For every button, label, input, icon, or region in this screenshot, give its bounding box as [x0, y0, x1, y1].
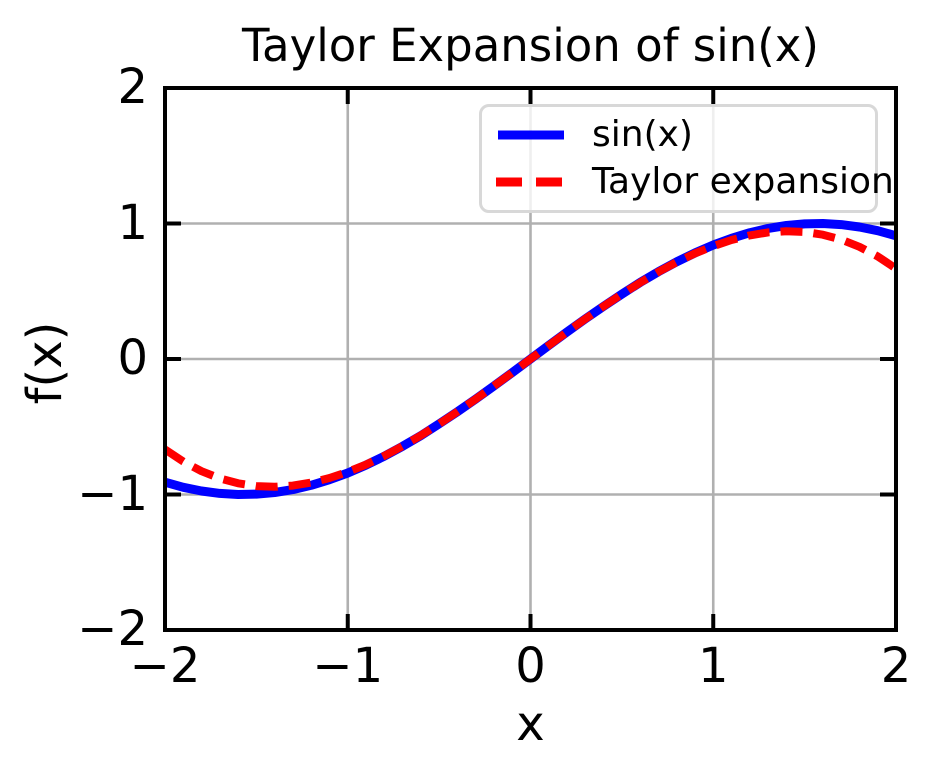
legend-label-taylor: Taylor expansion [592, 160, 894, 202]
legend-item-taylor: Taylor expansion [496, 162, 894, 202]
chart-title: Taylor Expansion of sin(x) [241, 19, 819, 72]
legend-label-sin: sin(x) [592, 114, 693, 156]
y-tick-label: −2 [77, 601, 148, 658]
y-axis-label: f(x) [17, 321, 73, 405]
y-tick-label: 1 [117, 194, 148, 251]
x-tick-label: 0 [515, 638, 546, 694]
x-axis-label: x [516, 696, 545, 752]
x-tick-label: −1 [312, 638, 384, 694]
x-tick-label: −2 [129, 638, 201, 694]
y-tick-label: −1 [77, 465, 148, 522]
x-tick-label: 1 [697, 638, 729, 694]
legend-dashed-line-icon [496, 177, 566, 187]
series-taylor-line [162, 227, 899, 491]
legend-item-sin: sin(x) [496, 115, 865, 155]
y-tick-label: 0 [117, 330, 148, 387]
y-tick-label: 2 [117, 59, 148, 116]
legend-solid-line-icon [498, 130, 564, 140]
legend: sin(x) Taylor expansion [479, 104, 894, 213]
x-tick-label: 2 [880, 638, 912, 694]
